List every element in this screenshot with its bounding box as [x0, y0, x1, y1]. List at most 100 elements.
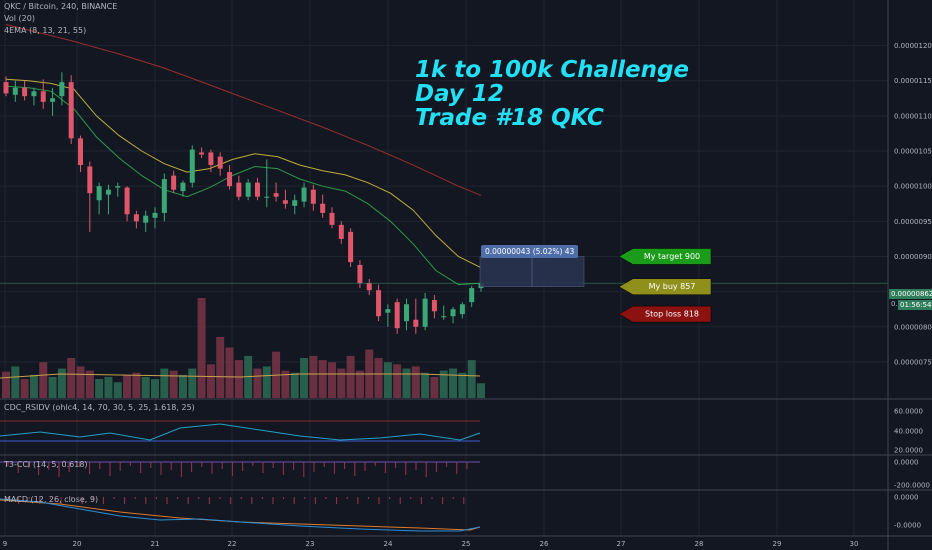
volume-bar	[113, 382, 122, 398]
candle-body	[357, 264, 363, 284]
time-tick-label: 26	[540, 540, 549, 548]
volume-bar	[234, 360, 243, 398]
volume-bar	[327, 362, 336, 398]
volume-bar	[11, 366, 20, 398]
volume-bar	[355, 370, 364, 398]
volume-bar	[160, 368, 169, 398]
volume-bar	[281, 370, 290, 398]
volume-bar	[104, 376, 113, 398]
stop-callout-shape	[618, 305, 712, 323]
candle-body	[292, 200, 298, 206]
ema-13-line	[5, 85, 482, 286]
candle-body	[152, 212, 158, 218]
buy-callout-shape	[618, 278, 712, 295]
challenge-headline: 1k to 100k Challenge Day 12 Trade #18 QK…	[415, 58, 689, 130]
candle-body	[431, 300, 437, 312]
volume-bar	[402, 368, 411, 398]
candle-body	[394, 302, 400, 329]
macd-signal-line	[0, 499, 481, 531]
symbol-legend: QKC / Bitcoin, 240, BINANCE	[4, 2, 118, 11]
volume-bar	[76, 366, 85, 398]
macd-line	[0, 498, 481, 532]
buy-callout-label: My buy 857	[649, 282, 696, 291]
volume-bar	[430, 376, 439, 398]
candle-body	[403, 304, 409, 322]
candle-body	[236, 182, 242, 197]
candle-body	[366, 283, 372, 291]
time-tick-label: 23	[306, 540, 315, 548]
grid-lines	[0, 0, 888, 536]
candle-body	[31, 91, 37, 97]
volume-bar	[95, 379, 104, 398]
volume-bar	[467, 360, 476, 398]
candle-body	[22, 87, 28, 97]
volume-bar	[262, 366, 271, 398]
volume-bar	[458, 372, 467, 398]
volume-bar	[169, 370, 178, 398]
volume-bar	[39, 362, 48, 398]
volume-bar	[216, 336, 225, 398]
headline-line-2: Day 12	[415, 81, 504, 107]
volume-bar	[206, 364, 215, 398]
volume-bar	[67, 358, 76, 398]
candle-body	[161, 179, 167, 213]
volume-bar	[411, 366, 420, 398]
candle-body	[124, 187, 130, 215]
target-callout-label: My target 900	[644, 252, 700, 261]
time-tick-label: 24	[384, 540, 393, 548]
volume-bar	[123, 374, 132, 398]
candle-body	[143, 215, 149, 223]
volume-bar	[188, 368, 197, 398]
cci-tick-label: -200.0000	[894, 482, 930, 490]
indicator-panes	[0, 420, 481, 532]
candle-body	[376, 290, 382, 317]
time-tick-label: 25	[462, 540, 471, 548]
volume-bar	[421, 372, 430, 398]
candle-body	[329, 212, 335, 225]
headline-line-3: Trade #18 QKC	[415, 105, 604, 131]
volume-bar	[20, 379, 29, 398]
candle-body	[78, 138, 84, 166]
cci-legend: T3-CCI (14, 5, 0.618)	[4, 460, 88, 469]
volume-bar	[2, 371, 10, 398]
candle-body	[199, 152, 205, 155]
volume-bar	[253, 368, 262, 398]
volume-bars	[0, 298, 485, 398]
measure-label: 0.00000043 (5.02%) 43	[481, 245, 579, 258]
volume-bar	[57, 368, 66, 398]
candle-body	[264, 196, 270, 198]
candle-body	[450, 309, 456, 317]
volume-bar	[309, 355, 318, 398]
candle-body	[385, 309, 391, 313]
volume-bar	[300, 358, 309, 398]
candle-body	[441, 316, 447, 318]
candle-body	[320, 203, 326, 213]
candle-body	[459, 304, 465, 315]
time-tick-label: 27	[617, 540, 626, 548]
candle-body	[189, 149, 195, 183]
volume-bar	[477, 383, 485, 398]
time-tick-label: 28	[695, 540, 704, 548]
candle-body	[171, 175, 177, 190]
volume-bar	[141, 376, 150, 398]
ema-lines	[5, 24, 482, 286]
candle-body	[301, 187, 307, 202]
candle-body	[12, 87, 18, 95]
candle-body	[115, 186, 121, 188]
price-tick-label: 0.00000750	[894, 358, 932, 366]
trade-box: My target 900 My buy 857 Stop loss 818	[0, 248, 888, 323]
volume-bar	[178, 374, 187, 398]
candle-body	[217, 156, 223, 169]
volume-bar	[151, 379, 160, 398]
candle-body	[227, 172, 233, 187]
candle-body	[87, 166, 93, 194]
candle-body	[413, 319, 419, 327]
candle-body	[338, 224, 344, 239]
